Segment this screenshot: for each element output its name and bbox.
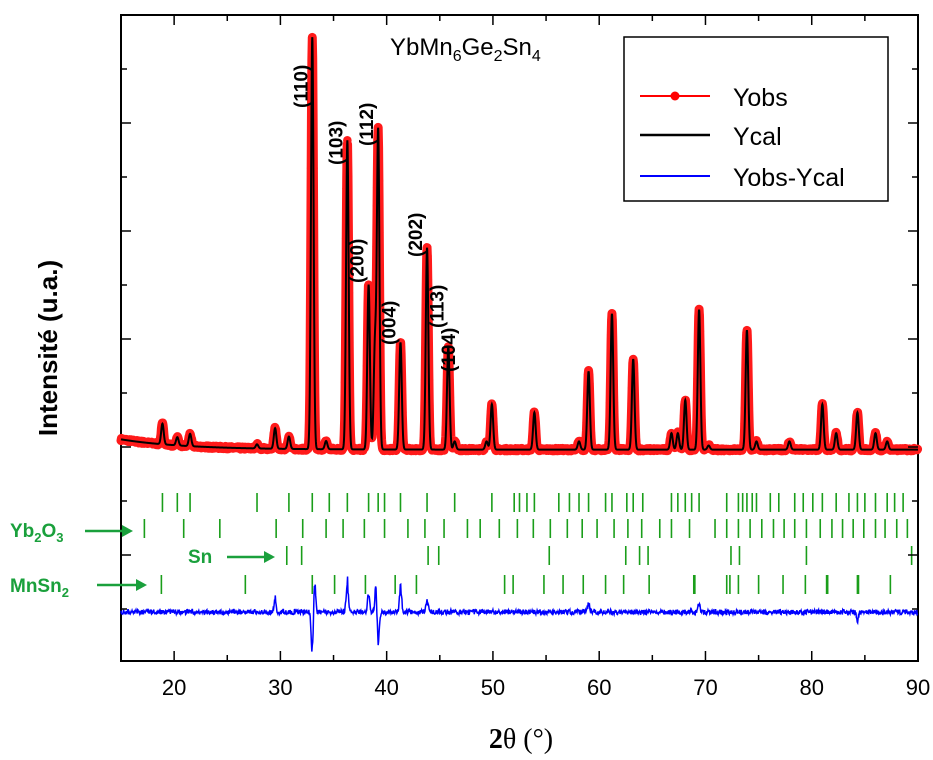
- arrowhead-yb2o3-icon: [122, 525, 133, 537]
- legend-marker-yobs: [670, 91, 680, 101]
- yobs-ycal-line: [120, 576, 919, 652]
- peak-label: (202): [406, 213, 427, 257]
- x-tick-label: 60: [587, 675, 611, 700]
- arrowhead-mnsn2-icon: [136, 579, 147, 591]
- title-part-3: Sn: [503, 34, 532, 61]
- title-part-2: Ge: [462, 34, 494, 61]
- phase-label-yb2o3-text: Yb2O3: [10, 521, 64, 545]
- phase-label-sn: Sn: [188, 547, 275, 568]
- phase-label-mnsn2-text: MnSn2: [10, 576, 69, 600]
- title-sub-2: 2: [494, 48, 503, 65]
- phase-label-mnsn2: MnSn2: [10, 576, 147, 600]
- peak-label: (104): [439, 328, 460, 372]
- chart-title: YbMn6Ge2Sn4: [390, 34, 541, 65]
- legend-label-ycal: Ycal: [733, 123, 782, 151]
- peak-label: (112): [357, 103, 378, 146]
- x-axis-title-number: 2: [489, 724, 503, 755]
- peak-label: (200): [348, 239, 369, 283]
- x-tick-label: 70: [693, 675, 717, 700]
- x-tick-label: 20: [162, 675, 186, 700]
- x-tick-label: 50: [481, 675, 505, 700]
- title-sub-1: 6: [453, 48, 462, 65]
- peak-label: (103): [326, 121, 347, 165]
- plot-frame: [120, 14, 919, 662]
- peak-labels-layer: (110) (103) (112) (200) (004) (202) (113)(104): [291, 65, 460, 372]
- arrowhead-sn-icon: [264, 551, 275, 563]
- phase-label-yb2o3: Yb2O3: [10, 521, 133, 545]
- peak-label: (113): [427, 285, 448, 328]
- axis-ticks-layer: 20 30 40 50 60 70 80 90: [120, 15, 930, 700]
- x-tick-label: 40: [374, 675, 398, 700]
- title-sub-3: 4: [532, 48, 541, 65]
- x-tick-label: 30: [268, 675, 292, 700]
- x-axis-title: 2θ (°): [489, 724, 553, 755]
- legend-box: [623, 36, 889, 202]
- bragg-ticks-layer: [143, 493, 913, 594]
- title-part-1: YbMn: [390, 34, 453, 61]
- phase-label-sn-text: Sn: [188, 547, 212, 568]
- calculated-curve-layer: [120, 37, 918, 451]
- legend-label-yobs: Yobs: [733, 84, 788, 112]
- legend-label-diff: Yobs-Ycal: [733, 164, 845, 192]
- peak-label: (110): [291, 65, 312, 108]
- peak-label: (004): [380, 301, 401, 345]
- difference-curve-layer: [120, 576, 919, 652]
- x-tick-label: 80: [799, 675, 823, 700]
- x-tick-label: 90: [906, 675, 930, 700]
- legend: Yobs Ycal Yobs-Ycal: [623, 36, 889, 202]
- y-axis-title: Intensité (u.a.): [33, 260, 63, 436]
- ycal-line: [120, 37, 918, 451]
- x-axis-title-theta: θ: [503, 724, 516, 755]
- x-axis-title-unit: (°): [516, 724, 553, 755]
